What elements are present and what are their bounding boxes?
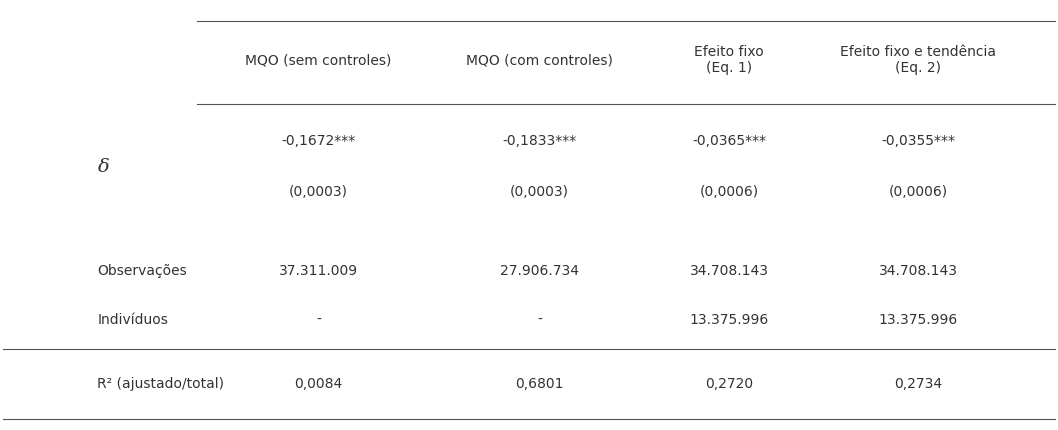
- Text: -0,1672***: -0,1672***: [281, 134, 355, 147]
- Text: 34.708.143: 34.708.143: [879, 263, 957, 277]
- Text: 0,2720: 0,2720: [705, 376, 753, 390]
- Text: 34.708.143: 34.708.143: [690, 263, 768, 277]
- Text: 27.906.734: 27.906.734: [500, 263, 579, 277]
- Text: MQO (com controles): MQO (com controles): [467, 53, 613, 67]
- Text: 0,2734: 0,2734: [894, 376, 943, 390]
- Text: 0,6801: 0,6801: [515, 376, 564, 390]
- Text: -: -: [316, 312, 321, 326]
- Text: Observações: Observações: [97, 263, 187, 277]
- Text: (0,0003): (0,0003): [510, 184, 569, 199]
- Text: Efeito fixo e tendência
(Eq. 2): Efeito fixo e tendência (Eq. 2): [840, 45, 997, 75]
- Text: (0,0006): (0,0006): [889, 184, 948, 199]
- Text: 13.375.996: 13.375.996: [690, 312, 768, 326]
- Text: Indivíduos: Indivíduos: [97, 312, 168, 326]
- Text: (0,0006): (0,0006): [699, 184, 759, 199]
- Text: MQO (sem controles): MQO (sem controles): [245, 53, 391, 67]
- Text: δ: δ: [97, 157, 109, 175]
- Text: 0,0084: 0,0084: [294, 376, 343, 390]
- Text: -0,1833***: -0,1833***: [503, 134, 577, 147]
- Text: R² (ajustado/total): R² (ajustado/total): [97, 376, 224, 390]
- Text: (0,0003): (0,0003): [289, 184, 348, 199]
- Text: Efeito fixo
(Eq. 1): Efeito fixo (Eq. 1): [694, 45, 764, 75]
- Text: -: -: [537, 312, 542, 326]
- Text: 37.311.009: 37.311.009: [279, 263, 358, 277]
- Text: 13.375.996: 13.375.996: [879, 312, 959, 326]
- Text: -0,0365***: -0,0365***: [692, 134, 766, 147]
- Text: -0,0355***: -0,0355***: [881, 134, 955, 147]
